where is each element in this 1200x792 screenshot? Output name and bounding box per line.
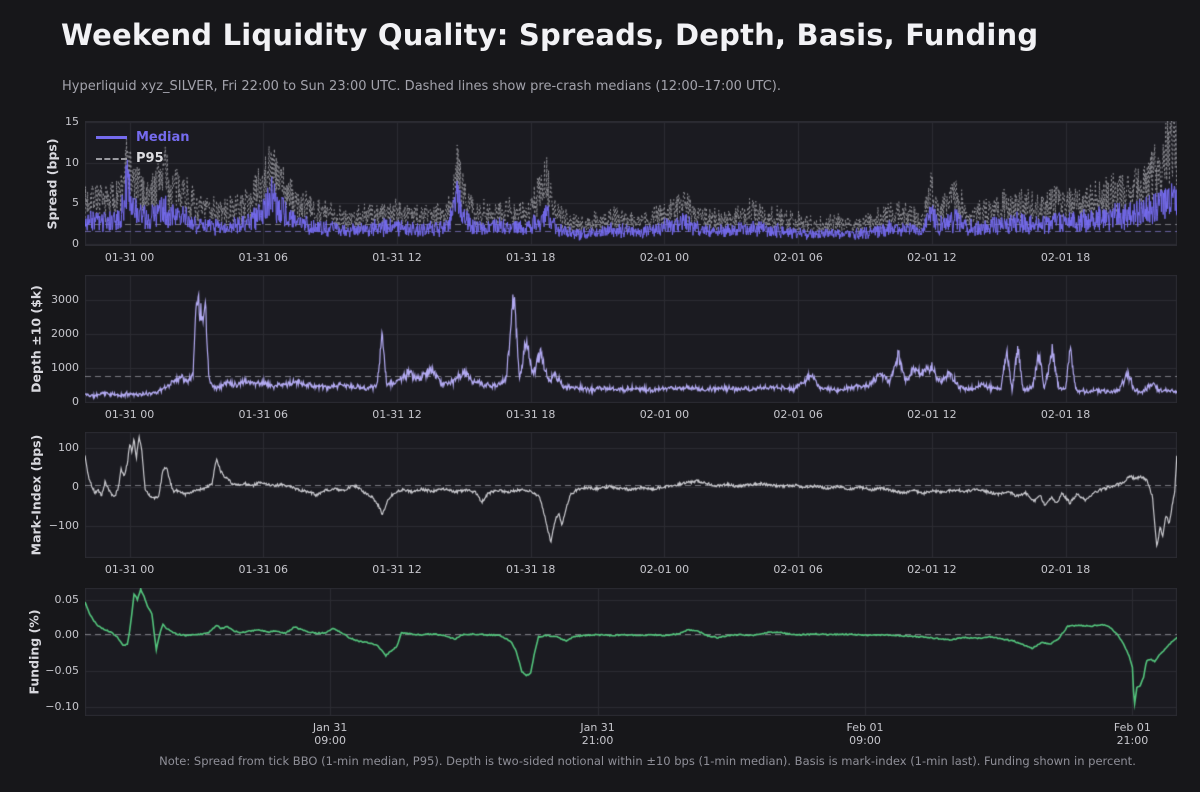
basis-xtick-label: 01-31 12 bbox=[372, 563, 422, 576]
depth-xtick-label: 01-31 06 bbox=[238, 408, 289, 421]
depth-ytick-label: 2000 bbox=[51, 326, 79, 340]
depth-xtick-label: 01-31 12 bbox=[372, 408, 422, 421]
funding-xtick-label: Feb 01 09:00 bbox=[846, 721, 884, 747]
funding-ytick-label: 0.00 bbox=[54, 628, 80, 642]
depth-ytick-label: 3000 bbox=[51, 292, 79, 306]
funding-ytick-label: 0.05 bbox=[54, 592, 80, 606]
funding-xtick-label: Feb 01 21:00 bbox=[1113, 721, 1151, 747]
depth-xtick-label: 02-01 00 bbox=[639, 408, 690, 421]
depth-ytick-label: 1000 bbox=[51, 360, 79, 374]
spread-ytick-label: 0 bbox=[72, 236, 79, 250]
spread-xtick-label: 01-31 12 bbox=[372, 251, 422, 264]
spread-y-axis-label: Spread (bps) bbox=[44, 137, 60, 230]
page-title: Weekend Liquidity Quality: Spreads, Dept… bbox=[61, 18, 1039, 52]
spread-xtick-label: 01-31 00 bbox=[104, 251, 155, 264]
median-line-swatch bbox=[96, 136, 127, 139]
basis-xtick-label: 01-31 06 bbox=[238, 563, 289, 576]
depth-xtick-label: 02-01 06 bbox=[773, 408, 823, 421]
page-subtitle: Hyperliquid xyz_SILVER, Fri 22:00 to Sun… bbox=[62, 79, 781, 94]
basis-ytick-label: 0 bbox=[72, 480, 79, 494]
funding-ytick-label: −0.05 bbox=[45, 664, 79, 678]
basis-xtick-label: 01-31 18 bbox=[505, 563, 556, 576]
legend-label-p95: P95 bbox=[136, 151, 164, 166]
spread-ytick-label: 15 bbox=[65, 114, 79, 128]
depth-xtick-label: 01-31 18 bbox=[505, 408, 556, 421]
basis-ytick-label: −100 bbox=[48, 519, 79, 533]
spread-xtick-label: 01-31 06 bbox=[238, 251, 289, 264]
funding-xtick-label: Jan 31 09:00 bbox=[312, 721, 348, 747]
legend-label-median: Median bbox=[136, 130, 190, 145]
legend: Median P95 bbox=[96, 127, 190, 169]
spread-xtick-label: 02-01 00 bbox=[639, 251, 690, 264]
basis-xtick-label: 02-01 00 bbox=[639, 563, 690, 576]
basis-xtick-label: 02-01 18 bbox=[1040, 563, 1091, 576]
basis-ytick-label: 100 bbox=[58, 441, 79, 455]
funding-xtick-label: Jan 31 21:00 bbox=[580, 721, 615, 747]
depth-xtick-label: 01-31 00 bbox=[104, 408, 155, 421]
basis-plot-canvas bbox=[85, 432, 1177, 558]
spread-ytick-label: 10 bbox=[65, 155, 79, 169]
footnote: Note: Spread from tick BBO (1-min median… bbox=[159, 754, 1136, 768]
legend-item-p95: P95 bbox=[96, 148, 190, 169]
p95-line-swatch bbox=[96, 157, 127, 160]
depth-ytick-label: 0 bbox=[72, 394, 79, 408]
funding-plot-canvas bbox=[85, 588, 1177, 716]
funding-y-axis-label: Funding (%) bbox=[26, 609, 42, 695]
spread-xtick-label: 02-01 12 bbox=[907, 251, 957, 264]
spread-xtick-label: 02-01 18 bbox=[1040, 251, 1091, 264]
depth-xtick-label: 02-01 18 bbox=[1040, 408, 1091, 421]
spread-plot-canvas bbox=[85, 121, 1177, 246]
spread-xtick-label: 01-31 18 bbox=[505, 251, 556, 264]
basis-xtick-label: 01-31 00 bbox=[104, 563, 155, 576]
depth-xtick-label: 02-01 12 bbox=[907, 408, 957, 421]
depth-plot-canvas bbox=[85, 275, 1177, 403]
funding-ytick-label: −0.10 bbox=[45, 700, 79, 714]
basis-xtick-label: 02-01 12 bbox=[907, 563, 957, 576]
spread-xtick-label: 02-01 06 bbox=[773, 251, 823, 264]
spread-ytick-label: 5 bbox=[72, 196, 79, 210]
basis-xtick-label: 02-01 06 bbox=[773, 563, 823, 576]
legend-item-median: Median bbox=[96, 127, 190, 148]
